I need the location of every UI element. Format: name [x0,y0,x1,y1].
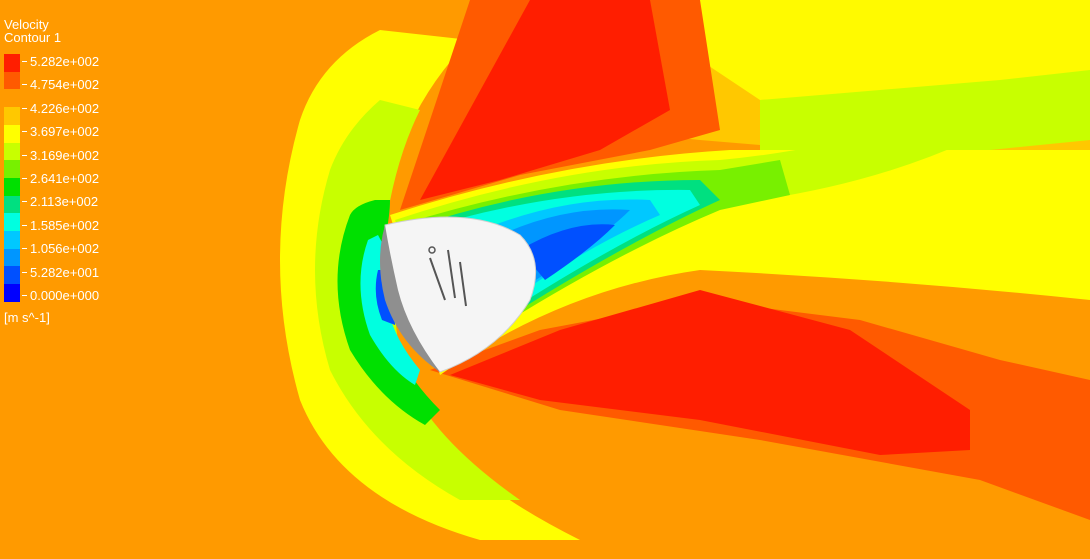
legend-color-swatch [4,248,20,267]
legend-color-swatch [4,284,20,302]
legend-tick-label: 3.697e+002 [21,124,100,140]
legend-tick-label: 3.169e+002 [21,147,100,163]
contour-upper-jet-red [420,0,670,200]
legend-color-swatch [4,124,20,143]
legend-tick-label: 1.585e+002 [21,217,100,233]
contour-legend: Velocity Contour 1 5.282e+002 4.754e+002 4… [4,17,99,324]
legend-units: [m s^-1] [4,310,50,325]
legend-color-swatch [4,213,20,232]
legend-color-swatch [4,107,20,125]
capsule-heatshield [380,225,440,372]
legend-color-bar [4,54,20,302]
legend-tick-label: 1.056e+002 [21,241,100,257]
contour-wake-core [520,224,615,280]
legend-tick-label: 4.226e+002 [21,100,100,116]
capsule-surface-detail [429,249,467,307]
contour-lower-jet-red [450,290,970,455]
legend-tick-label: 0.000e+000 [21,288,100,303]
legend-tick-label: 5.282e+001 [21,264,100,280]
legend-color-swatch [4,160,20,178]
legend-contour-name: Contour 1 [4,30,62,45]
legend-color-swatch [4,142,20,161]
legend-tick-label: 2.641e+002 [21,171,100,186]
legend-color-swatch [4,195,20,214]
legend-color-swatch [4,266,20,285]
contour-bow-cyan [360,235,420,385]
legend-variable-name: Velocity [4,17,49,32]
legend-color-swatch [4,54,20,72]
legend-tick-label: 5.282e+002 [21,54,100,69]
legend-color-swatch [4,89,20,108]
legend-color-swatch [4,71,20,90]
legend-color-swatch [4,231,20,249]
contour-bow-lightgreen [315,100,520,500]
legend-color-swatch [4,177,20,196]
legend-tick-label: 2.113e+002 [21,194,99,210]
legend-tick-label: 4.754e+002 [21,77,100,93]
capsule-rcs-port [428,246,436,254]
